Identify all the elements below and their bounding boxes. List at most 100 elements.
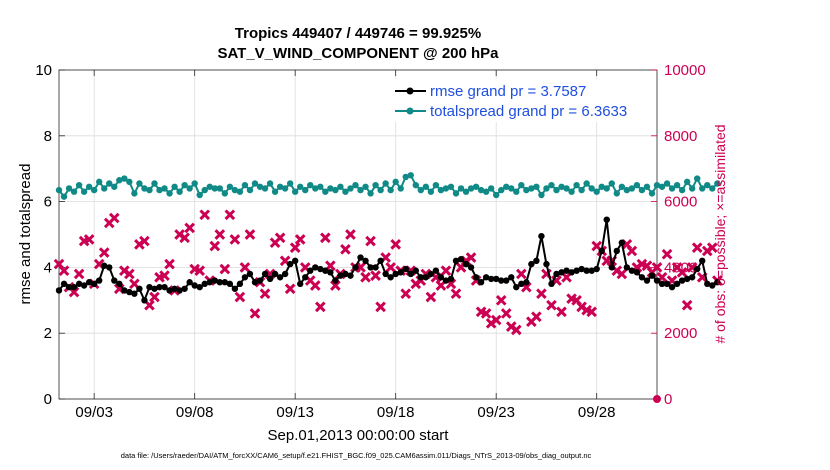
- totalspread-point: [648, 190, 656, 197]
- totalspread-point: [352, 181, 359, 189]
- totalspread-point: [578, 186, 585, 194]
- rmse-point: [266, 275, 274, 283]
- obs-assimilated-marker: [325, 260, 336, 272]
- obs-assimilated-marker: [561, 271, 572, 283]
- rmse-point: [487, 275, 495, 283]
- totalspread-point: [699, 185, 706, 192]
- series-obs-possible: [653, 395, 661, 403]
- rmse-point: [151, 285, 158, 292]
- totalspread-point: [317, 183, 324, 190]
- rmse-point: [166, 287, 173, 294]
- rmse-point: [447, 275, 455, 283]
- rmse-point: [397, 269, 404, 276]
- totalspread-point: [201, 186, 208, 194]
- rmse-point: [307, 267, 314, 274]
- rmse-point: [226, 280, 234, 288]
- obs-assimilated-marker: [626, 245, 638, 257]
- rmse-point: [492, 275, 500, 283]
- totalspread-point: [256, 183, 264, 190]
- rmse-point: [171, 285, 178, 292]
- rmse-point: [211, 277, 218, 284]
- rmse-point: [714, 279, 721, 286]
- rmse-point: [538, 232, 545, 240]
- totalspread-point: [462, 188, 470, 195]
- totalspread-point: [397, 185, 404, 192]
- y-axis-label: rmse and totalspread: [17, 164, 34, 305]
- y2-tick-label: 2000: [664, 325, 697, 342]
- totalspread-point: [422, 183, 430, 190]
- totalspread-point: [663, 180, 671, 187]
- totalspread-point: [618, 183, 626, 190]
- obs-assimilated-marker: [124, 268, 135, 280]
- totalspread-point: [457, 185, 465, 192]
- obs-assimilated-marker: [229, 234, 241, 245]
- rmse-point: [467, 264, 475, 271]
- rmse-point: [422, 274, 430, 281]
- rmse-point: [55, 287, 63, 294]
- totalspread-point: [80, 188, 88, 195]
- x-tick-label: 09/28: [578, 404, 616, 421]
- totalspread-point: [111, 183, 118, 190]
- obs-assimilated-marker: [510, 324, 522, 336]
- totalspread-point: [266, 180, 274, 187]
- totalspread-point: [251, 180, 259, 187]
- totalspread-point: [633, 181, 641, 189]
- rmse-point: [121, 287, 128, 294]
- rmse-point: [648, 272, 656, 279]
- rmse-point: [618, 239, 626, 246]
- obs-assimilated-marker: [370, 270, 381, 281]
- rmse-point: [437, 274, 445, 281]
- rmse-point: [136, 285, 143, 292]
- rmse-point: [276, 274, 284, 281]
- rmse-point: [457, 255, 465, 263]
- totalspread-point: [437, 186, 445, 194]
- rmse-point: [201, 280, 208, 288]
- totalspread-point: [608, 180, 615, 187]
- obs-assimilated-marker: [259, 288, 271, 300]
- totalspread-point: [407, 172, 414, 179]
- legend-marker-rmse: [406, 87, 414, 95]
- totalspread-point: [533, 183, 540, 190]
- x-tick-label: 09/18: [377, 404, 415, 421]
- obs-possible-marker: [653, 395, 661, 403]
- rmse-point: [111, 277, 118, 284]
- rmse-point: [548, 280, 555, 288]
- rmse-point: [673, 280, 681, 288]
- totalspread-point: [141, 185, 148, 192]
- totalspread-point: [583, 180, 590, 187]
- totalspread-point: [342, 188, 349, 195]
- obs-assimilated-marker: [58, 265, 70, 277]
- rmse-point: [387, 274, 394, 281]
- totalspread-point: [603, 185, 610, 192]
- totalspread-point: [482, 188, 490, 195]
- rmse-point: [683, 275, 691, 283]
- obs-assimilated-marker: [495, 294, 507, 306]
- obs-assimilated-marker: [164, 258, 175, 270]
- totalspread-point: [377, 186, 384, 194]
- totalspread-point: [523, 186, 530, 194]
- totalspread-point: [553, 186, 560, 194]
- rmse-point: [85, 279, 93, 286]
- obs-assimilated-marker: [345, 229, 356, 240]
- obs-assimilated-marker: [515, 268, 527, 280]
- rmse-point: [513, 283, 520, 291]
- obs-assimilated-marker: [586, 306, 597, 318]
- rmse-point: [101, 262, 108, 269]
- rmse-point: [638, 274, 646, 281]
- x-tick-label: 09/08: [176, 404, 214, 421]
- totalspread-point: [367, 190, 374, 197]
- rmse-point: [347, 272, 354, 279]
- rmse-point: [382, 270, 389, 278]
- totalspread-point: [196, 191, 203, 199]
- totalspread-point: [593, 188, 600, 195]
- rmse-point: [362, 257, 369, 265]
- rmse-point: [709, 282, 716, 289]
- obs-assimilated-marker: [214, 229, 226, 240]
- obs-assimilated-marker: [355, 262, 366, 273]
- rmse-point: [558, 269, 565, 276]
- rmse-point: [518, 280, 525, 288]
- totalspread-point: [558, 183, 565, 190]
- totalspread-point: [442, 185, 450, 192]
- totalspread-point: [226, 183, 234, 190]
- obs-assimilated-marker: [531, 311, 542, 323]
